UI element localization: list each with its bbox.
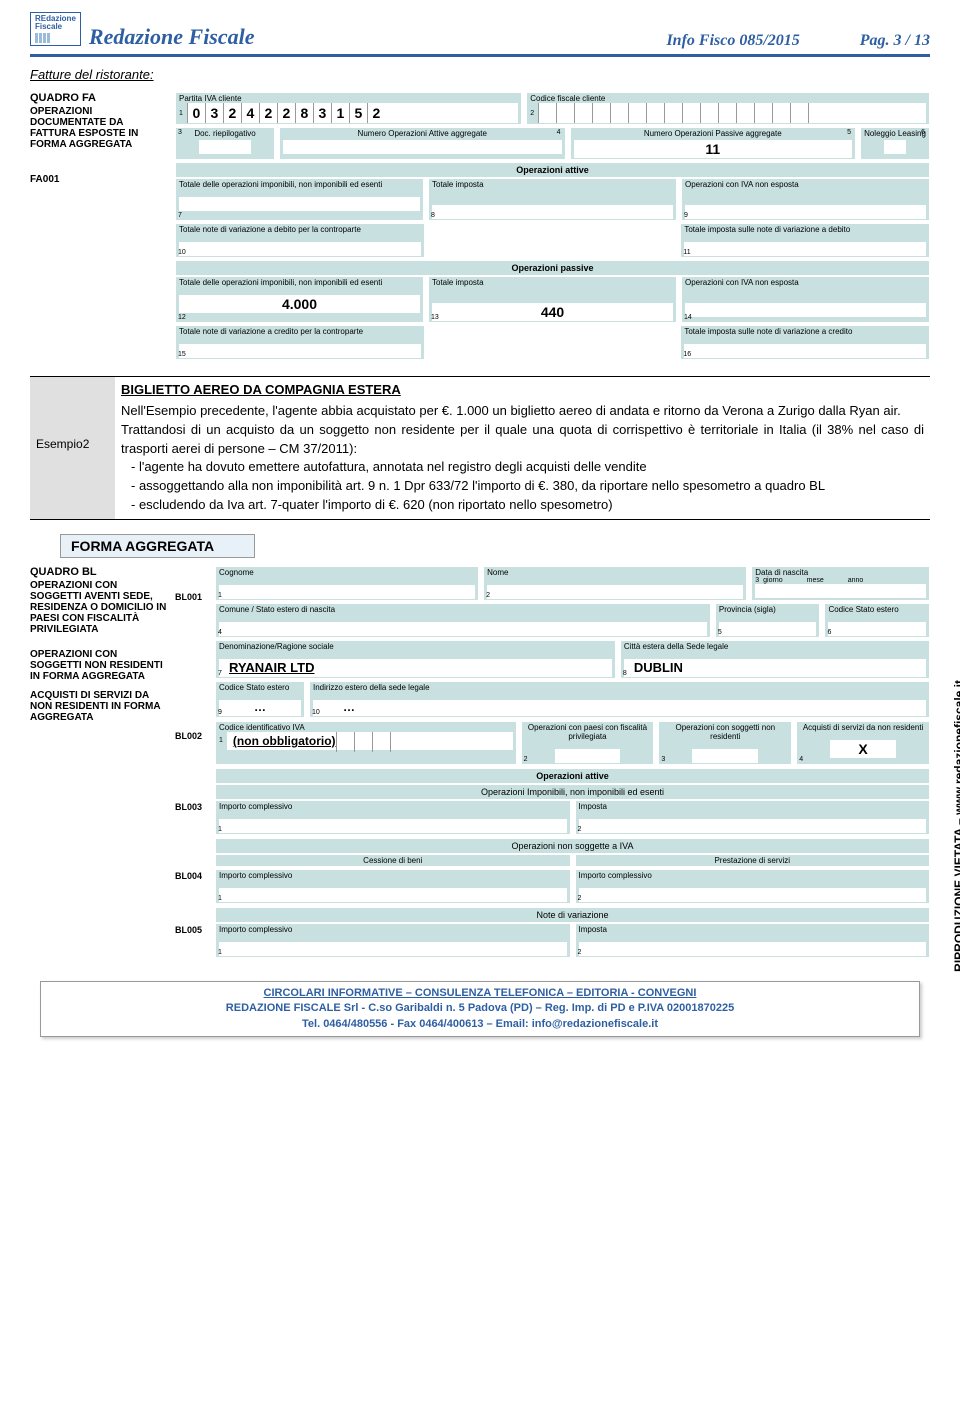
bl003-imposta-label: Imposta [579, 802, 927, 811]
bl003-imp-label: Importo complessivo [219, 802, 567, 811]
subtitle: Fatture del ristorante: [30, 67, 930, 82]
piva-value: 0 3 2 4 2 2 8 3 1 5 2 [187, 103, 518, 123]
header-title: Redazione Fiscale [89, 24, 667, 50]
num-pas-label: Numero Operazioni Passive aggregate [574, 129, 853, 138]
sec-imp: Operazioni Imponibili, non imponibili ed… [215, 784, 930, 800]
f14-label: Operazioni con IVA non esposta [685, 278, 926, 287]
cf-value [538, 103, 926, 123]
nome-label: Nome [487, 568, 743, 577]
f12-label: Totale delle operazioni imponibili, non … [179, 278, 420, 287]
bl004-imp2-label: Importo complessivo [579, 871, 927, 880]
footer-line1: CIRCOLARI INFORMATIVE – CONSULENZA TELEF… [45, 986, 915, 1001]
bl003-label: BL003 [175, 800, 215, 837]
f10-label: Totale note di variazione a debito per l… [179, 225, 421, 234]
op-fp-label: Operazioni con paesi con fiscalità privi… [525, 723, 651, 741]
sec-niva: Operazioni non soggette a IVA [215, 838, 930, 854]
quadro-bl-desc3: ACQUISTI DI SERVIZI DA NON RESIDENTI IN … [30, 690, 167, 723]
f13-label: Totale imposta [432, 278, 673, 287]
bl004-imp-label: Importo complessivo [219, 871, 567, 880]
piva-label: Partita IVA cliente [179, 94, 518, 103]
sec-passive: Operazioni passive [175, 260, 930, 276]
num-att-label: Numero Operazioni Attive aggregate [283, 129, 562, 138]
acq-nr-label: Acquisti di servizi da non residenti [800, 723, 926, 732]
quadro-bl: QUADRO BL OPERAZIONI CON SOGGETTI AVENTI… [30, 566, 930, 961]
piva-num: 1 [179, 110, 183, 117]
cod-iva-value: (non obbligatorio) [227, 732, 513, 750]
indir-value: … [313, 700, 926, 716]
esempio2-label: Esempio2 [30, 377, 115, 519]
sec-note: Note di variazione [215, 907, 930, 923]
op-nr-label: Operazioni con soggetti non residenti [662, 723, 788, 741]
cod-stato-label: Codice Stato estero [828, 605, 926, 614]
bl005-label: BL005 [175, 923, 215, 960]
denom-value: RYANAIR LTD [219, 659, 612, 677]
f7-label: Totale delle operazioni imponibili, non … [179, 180, 420, 189]
f13-value: 440 [432, 303, 673, 321]
esempio2-p1: Nell'Esempio precedente, l'agente abbia … [121, 402, 924, 421]
acq-nr-value: X [830, 740, 896, 758]
f16-label: Totale imposta sulle note di variazione … [684, 327, 926, 336]
cod-iva-label: Codice identificativo IVA [219, 723, 513, 732]
prov-label: Provincia (sigla) [719, 605, 817, 614]
indir-label: Indirizzo estero della sede legale [313, 683, 926, 692]
esempio2-title: BIGLIETTO AEREO DA COMPAGNIA ESTERA [121, 381, 924, 400]
side-text: RIPRODUZIONE VIETATA – www.redazionefisc… [952, 680, 960, 972]
quadro-fa-desc: OPERAZIONI DOCUMENTATE DA FATTURA ESPOST… [30, 106, 167, 150]
cess-beni: Cessione di beni [215, 854, 571, 867]
cod-se-label: Codice Stato estero [219, 683, 301, 692]
noleggio-label: Noleggio Leasing [864, 129, 926, 138]
cod-se-value: … [219, 700, 301, 716]
footer-line2: REDAZIONE FISCALE Srl - C.so Garibaldi n… [45, 1001, 915, 1016]
cognome-label: Cognome [219, 568, 475, 577]
comune-label: Comune / Stato estero di nascita [219, 605, 707, 614]
header-info: Info Fisco 085/2015 [666, 32, 799, 50]
bl001-label: BL001 [175, 566, 215, 720]
esempio2-p2: Trattandosi di un acquisto da un soggett… [121, 421, 924, 459]
nascita-label: Data di nascita [755, 568, 926, 577]
quadro-fa-label: QUADRO FA [30, 92, 167, 104]
bl004-label: BL004 [175, 869, 215, 906]
f11-label: Totale imposta sulle note di variazione … [684, 225, 926, 234]
logo: REdazione Fiscale [30, 12, 81, 46]
esempio2: Esempio2 BIGLIETTO AEREO DA COMPAGNIA ES… [30, 376, 930, 520]
bl005-imp-label: Importo complessivo [219, 925, 567, 934]
forma-aggregata: FORMA AGGREGATA [60, 534, 255, 558]
f12-value: 4.000 [179, 295, 420, 313]
fa001-label: FA001 [30, 150, 167, 185]
esempio2-b1: - l'agente ha dovuto emettere autofattur… [131, 458, 924, 477]
f8-label: Totale imposta [432, 180, 673, 189]
page-header: REdazione Fiscale Redazione Fiscale Info… [30, 12, 930, 57]
footer: CIRCOLARI INFORMATIVE – CONSULENZA TELEF… [40, 981, 920, 1037]
cf-num: 2 [530, 110, 534, 117]
quadro-bl-desc2: OPERAZIONI CON SOGGETTI NON RESIDENTI IN… [30, 649, 167, 682]
doc-riep-label: Doc. riepilogativo [179, 129, 271, 138]
cf-label: Codice fiscale cliente [530, 94, 926, 103]
bl002-label: BL002 [175, 721, 215, 767]
quadro-bl-label: QUADRO BL [30, 566, 167, 578]
quadro-bl-desc1: OPERAZIONI CON SOGGETTI AVENTI SEDE, RES… [30, 580, 167, 635]
sec-op-att: Operazioni attive [215, 768, 930, 784]
bl005-imposta-label: Imposta [579, 925, 927, 934]
prest-serv: Prestazione di servizi [575, 854, 931, 867]
esempio2-b2: - assoggettando alla non imponibilità ar… [131, 477, 924, 496]
footer-line3: Tel. 0464/480556 - Fax 0464/400613 – Ema… [45, 1017, 915, 1032]
denom-label: Denominazione/Ragione sociale [219, 642, 612, 651]
f9-label: Operazioni con IVA non esposta [685, 180, 926, 189]
quadro-fa: QUADRO FA OPERAZIONI DOCUMENTATE DA FATT… [30, 92, 930, 362]
citta-value: DUBLIN [624, 659, 926, 677]
num-pas-value: 11 [574, 140, 853, 158]
f15-label: Totale note di variazione a credito per … [179, 327, 421, 336]
esempio2-b3: - escludendo da Iva art. 7-quater l'impo… [131, 496, 924, 515]
citta-label: Città estera della Sede legale [624, 642, 926, 651]
header-page: Pag. 3 / 13 [860, 32, 930, 50]
sec-attive: Operazioni attive [175, 162, 930, 178]
